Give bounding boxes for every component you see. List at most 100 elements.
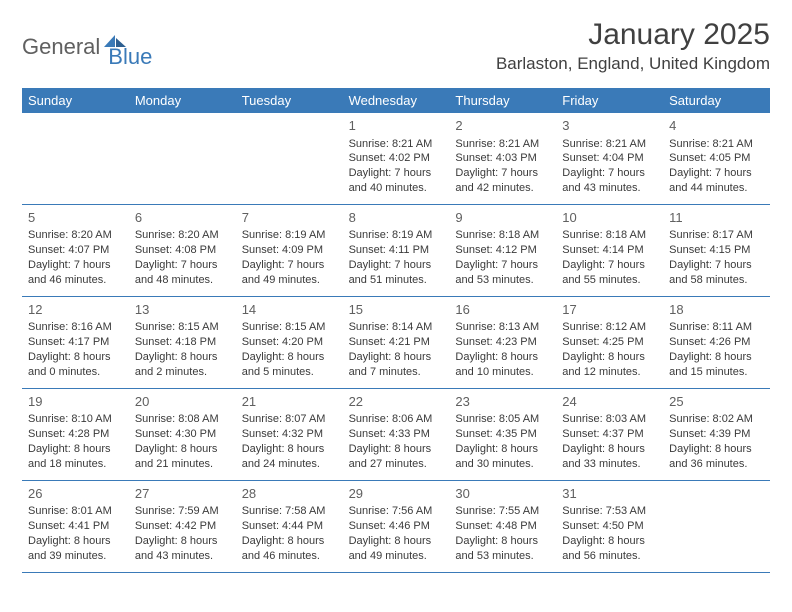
daylight-line-1: Daylight: 8 hours (28, 350, 123, 365)
sunrise-line: Sunrise: 8:14 AM (349, 320, 444, 335)
daylight-line-2: and 46 minutes. (242, 549, 337, 564)
sunrise-line: Sunrise: 7:53 AM (562, 504, 657, 519)
day-number: 12 (28, 301, 123, 319)
daylight-line-2: and 30 minutes. (455, 457, 550, 472)
day-number: 6 (135, 209, 230, 227)
logo-word2: Blue (108, 44, 152, 70)
sunrise-line: Sunrise: 8:19 AM (242, 228, 337, 243)
day-number: 8 (349, 209, 444, 227)
sunset-line: Sunset: 4:07 PM (28, 243, 123, 258)
sunset-line: Sunset: 4:05 PM (669, 151, 764, 166)
day-cell: 3Sunrise: 8:21 AMSunset: 4:04 PMDaylight… (556, 113, 663, 204)
day-number: 1 (349, 117, 444, 135)
dayname-thu: Thursday (449, 88, 556, 113)
day-cell: 5Sunrise: 8:20 AMSunset: 4:07 PMDaylight… (22, 205, 129, 296)
day-cell: 22Sunrise: 8:06 AMSunset: 4:33 PMDayligh… (343, 389, 450, 480)
sunrise-line: Sunrise: 8:12 AM (562, 320, 657, 335)
day-cell: 23Sunrise: 8:05 AMSunset: 4:35 PMDayligh… (449, 389, 556, 480)
day-number: 31 (562, 485, 657, 503)
daylight-line-2: and 55 minutes. (562, 273, 657, 288)
day-cell: 26Sunrise: 8:01 AMSunset: 4:41 PMDayligh… (22, 481, 129, 572)
daylight-line-2: and 53 minutes. (455, 549, 550, 564)
dayname-wed: Wednesday (343, 88, 450, 113)
sunset-line: Sunset: 4:08 PM (135, 243, 230, 258)
day-cell: 7Sunrise: 8:19 AMSunset: 4:09 PMDaylight… (236, 205, 343, 296)
daylight-line-1: Daylight: 7 hours (562, 258, 657, 273)
day-cell: 11Sunrise: 8:17 AMSunset: 4:15 PMDayligh… (663, 205, 770, 296)
dayname-mon: Monday (129, 88, 236, 113)
sunset-line: Sunset: 4:41 PM (28, 519, 123, 534)
sunset-line: Sunset: 4:20 PM (242, 335, 337, 350)
sunset-line: Sunset: 4:28 PM (28, 427, 123, 442)
header: General Blue January 2025 Barlaston, Eng… (22, 18, 770, 74)
sunrise-line: Sunrise: 8:15 AM (242, 320, 337, 335)
day-cell: 16Sunrise: 8:13 AMSunset: 4:23 PMDayligh… (449, 297, 556, 388)
day-cell: 9Sunrise: 8:18 AMSunset: 4:12 PMDaylight… (449, 205, 556, 296)
sunset-line: Sunset: 4:30 PM (135, 427, 230, 442)
daylight-line-2: and 12 minutes. (562, 365, 657, 380)
day-cell: 20Sunrise: 8:08 AMSunset: 4:30 PMDayligh… (129, 389, 236, 480)
daylight-line-2: and 56 minutes. (562, 549, 657, 564)
week-row: 19Sunrise: 8:10 AMSunset: 4:28 PMDayligh… (22, 389, 770, 481)
day-number: 11 (669, 209, 764, 227)
sunrise-line: Sunrise: 8:21 AM (669, 137, 764, 152)
daylight-line-1: Daylight: 7 hours (349, 166, 444, 181)
day-cell: 8Sunrise: 8:19 AMSunset: 4:11 PMDaylight… (343, 205, 450, 296)
sunset-line: Sunset: 4:26 PM (669, 335, 764, 350)
daylight-line-1: Daylight: 8 hours (135, 442, 230, 457)
sunrise-line: Sunrise: 8:10 AM (28, 412, 123, 427)
empty-cell (22, 113, 129, 204)
day-number: 9 (455, 209, 550, 227)
day-number: 25 (669, 393, 764, 411)
day-header-row: Sunday Monday Tuesday Wednesday Thursday… (22, 88, 770, 113)
sunset-line: Sunset: 4:23 PM (455, 335, 550, 350)
dayname-fri: Friday (556, 88, 663, 113)
daylight-line-2: and 49 minutes. (349, 549, 444, 564)
empty-cell (663, 481, 770, 572)
sunset-line: Sunset: 4:35 PM (455, 427, 550, 442)
sunrise-line: Sunrise: 8:15 AM (135, 320, 230, 335)
daylight-line-1: Daylight: 7 hours (669, 258, 764, 273)
day-cell: 19Sunrise: 8:10 AMSunset: 4:28 PMDayligh… (22, 389, 129, 480)
sunset-line: Sunset: 4:37 PM (562, 427, 657, 442)
day-number: 13 (135, 301, 230, 319)
day-cell: 6Sunrise: 8:20 AMSunset: 4:08 PMDaylight… (129, 205, 236, 296)
day-number: 23 (455, 393, 550, 411)
dayname-tue: Tuesday (236, 88, 343, 113)
daylight-line-1: Daylight: 8 hours (669, 442, 764, 457)
daylight-line-1: Daylight: 8 hours (669, 350, 764, 365)
sunset-line: Sunset: 4:32 PM (242, 427, 337, 442)
sunset-line: Sunset: 4:09 PM (242, 243, 337, 258)
daylight-line-2: and 15 minutes. (669, 365, 764, 380)
sunrise-line: Sunrise: 8:20 AM (135, 228, 230, 243)
sunrise-line: Sunrise: 8:11 AM (669, 320, 764, 335)
daylight-line-1: Daylight: 8 hours (562, 442, 657, 457)
sunrise-line: Sunrise: 8:18 AM (562, 228, 657, 243)
day-cell: 2Sunrise: 8:21 AMSunset: 4:03 PMDaylight… (449, 113, 556, 204)
daylight-line-2: and 36 minutes. (669, 457, 764, 472)
day-cell: 24Sunrise: 8:03 AMSunset: 4:37 PMDayligh… (556, 389, 663, 480)
sunset-line: Sunset: 4:04 PM (562, 151, 657, 166)
day-number: 21 (242, 393, 337, 411)
daylight-line-2: and 46 minutes. (28, 273, 123, 288)
title-block: January 2025 Barlaston, England, United … (496, 18, 770, 74)
day-number: 29 (349, 485, 444, 503)
day-number: 28 (242, 485, 337, 503)
day-number: 24 (562, 393, 657, 411)
day-number: 10 (562, 209, 657, 227)
daylight-line-1: Daylight: 8 hours (28, 534, 123, 549)
day-cell: 14Sunrise: 8:15 AMSunset: 4:20 PMDayligh… (236, 297, 343, 388)
day-cell: 15Sunrise: 8:14 AMSunset: 4:21 PMDayligh… (343, 297, 450, 388)
sunset-line: Sunset: 4:18 PM (135, 335, 230, 350)
sunset-line: Sunset: 4:39 PM (669, 427, 764, 442)
daylight-line-2: and 58 minutes. (669, 273, 764, 288)
daylight-line-2: and 39 minutes. (28, 549, 123, 564)
daylight-line-2: and 43 minutes. (135, 549, 230, 564)
daylight-line-1: Daylight: 8 hours (349, 534, 444, 549)
daylight-line-1: Daylight: 7 hours (669, 166, 764, 181)
day-cell: 21Sunrise: 8:07 AMSunset: 4:32 PMDayligh… (236, 389, 343, 480)
sunset-line: Sunset: 4:21 PM (349, 335, 444, 350)
day-number: 27 (135, 485, 230, 503)
day-cell: 10Sunrise: 8:18 AMSunset: 4:14 PMDayligh… (556, 205, 663, 296)
sunrise-line: Sunrise: 8:08 AM (135, 412, 230, 427)
